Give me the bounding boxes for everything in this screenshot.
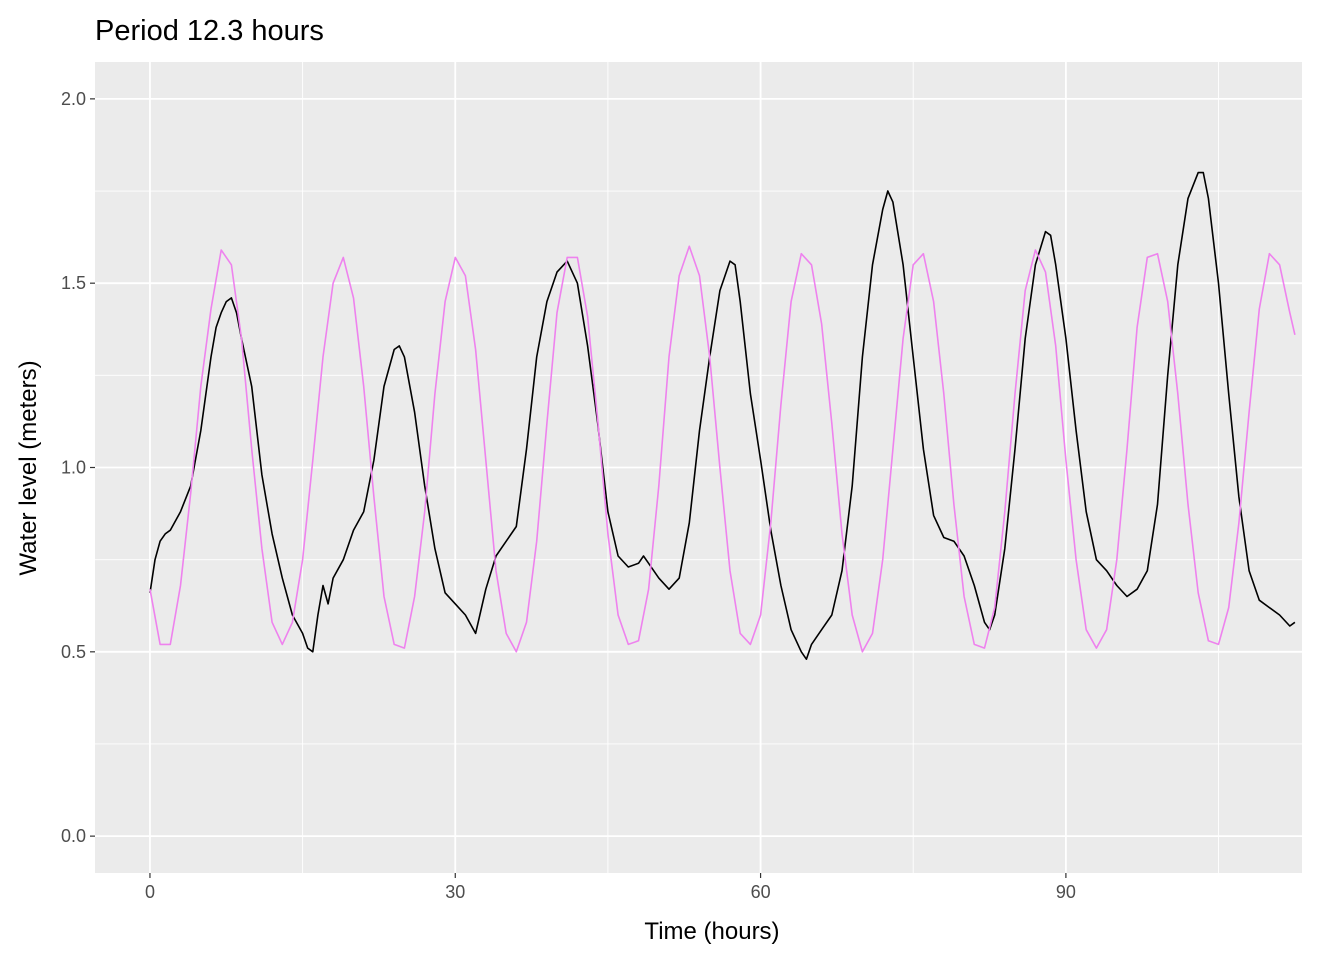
y-axis-ticks: 0.0 0.5 1.0 1.5 2.0: [61, 89, 95, 846]
y-tick-label: 2.0: [61, 89, 86, 109]
y-tick-label: 1.0: [61, 458, 86, 478]
observed-water-level-line: [149, 171, 1296, 660]
y-tick-label: 1.5: [61, 273, 86, 293]
x-tick-label: 60: [751, 882, 771, 902]
x-tick-label: 0: [145, 882, 155, 902]
fitted-period-line: [149, 245, 1296, 653]
x-axis-label: Time (hours): [644, 918, 779, 945]
y-axis-label: Water level (meters): [15, 360, 42, 575]
y-tick-label: 0.5: [61, 642, 86, 662]
series-layer: [149, 171, 1296, 660]
chart-title: Period 12.3 hours: [95, 15, 324, 47]
x-tick-label: 30: [445, 882, 465, 902]
x-tick-label: 90: [1056, 882, 1076, 902]
x-axis-ticks: 0 30 60 90: [145, 873, 1076, 902]
major-gridlines: [95, 62, 1302, 873]
y-tick-label: 0.0: [61, 826, 86, 846]
